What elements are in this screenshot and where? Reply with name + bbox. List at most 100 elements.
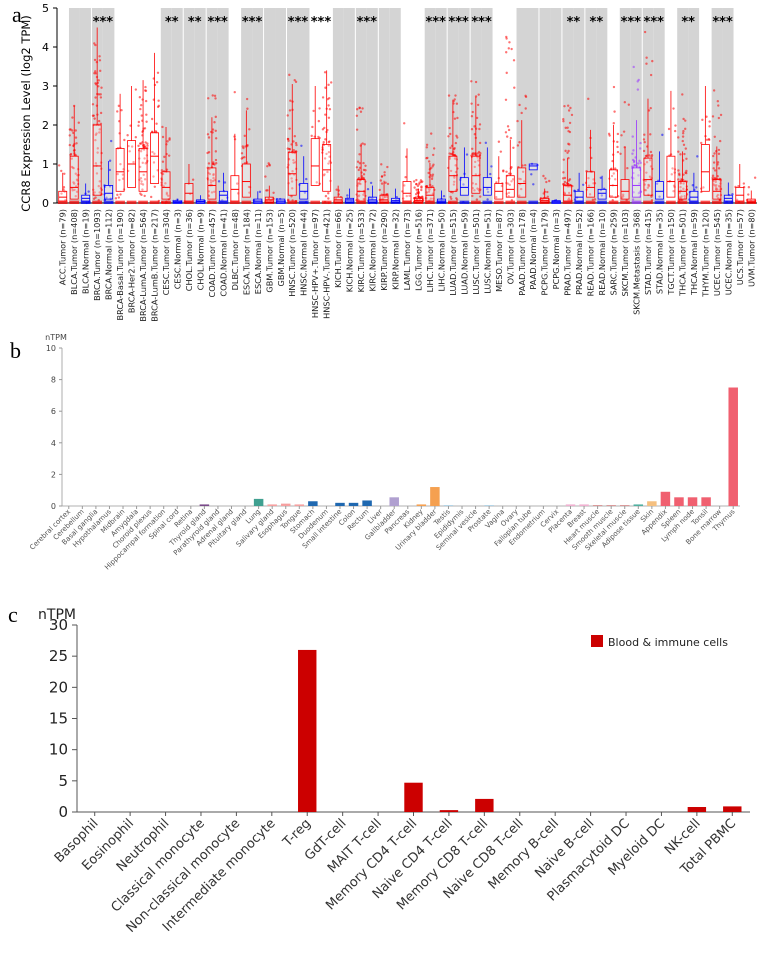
data-point (747, 185, 751, 189)
data-point (631, 152, 634, 155)
data-point (211, 179, 215, 183)
data-point (324, 113, 327, 116)
x-tick-label: THYM.Tumor (n=120) (700, 209, 710, 298)
data-point (627, 103, 631, 106)
data-point (614, 167, 617, 170)
data-point (366, 187, 370, 191)
box (620, 179, 630, 200)
data-point (677, 136, 680, 139)
data-point (719, 113, 723, 117)
data-point (712, 167, 715, 170)
data-point (94, 70, 97, 73)
data-point (129, 124, 132, 127)
baseline-cluster (92, 200, 102, 204)
data-point (471, 110, 474, 114)
data-point (518, 141, 521, 144)
data-point (412, 180, 416, 183)
data-point (266, 165, 269, 168)
x-tick-label: PRAD.Tumor (n=497) (563, 209, 573, 296)
data-point (717, 167, 721, 170)
data-point (644, 154, 648, 158)
data-point (109, 139, 113, 143)
data-point (157, 99, 160, 102)
data-point (165, 191, 169, 195)
data-point (489, 172, 492, 176)
data-point (702, 186, 705, 189)
data-point (134, 135, 138, 139)
significance-label: ** (590, 15, 604, 30)
shade-band (366, 8, 379, 203)
data-point (546, 195, 549, 198)
shade-band (527, 8, 539, 203)
data-point (272, 191, 275, 195)
data-point (93, 58, 97, 62)
data-point (139, 103, 143, 107)
data-point (717, 104, 720, 107)
data-point (291, 170, 294, 173)
data-point (426, 156, 429, 160)
shade-band (458, 8, 471, 203)
data-point (142, 148, 146, 151)
data-point (128, 150, 131, 153)
data-point (328, 97, 331, 100)
data-point (123, 138, 126, 142)
data-point (545, 180, 548, 184)
data-point (486, 190, 490, 194)
x-tick-label: LIHC.Normal (n=50) (436, 209, 446, 292)
box (448, 155, 458, 192)
data-point (326, 170, 329, 174)
bar (404, 782, 423, 812)
data-point (562, 118, 565, 121)
data-point (486, 198, 489, 201)
data-point (430, 166, 433, 170)
data-point (607, 132, 611, 136)
shade-band (538, 8, 551, 203)
data-point (96, 151, 99, 154)
data-point (139, 150, 143, 153)
data-point (427, 171, 430, 175)
data-point (470, 128, 474, 131)
data-point (645, 160, 649, 164)
bar (579, 504, 589, 506)
data-point (214, 137, 218, 140)
data-point (288, 109, 292, 112)
data-point (518, 194, 521, 197)
data-point (691, 184, 695, 187)
data-point (379, 179, 383, 182)
data-point (470, 80, 473, 83)
baseline-cluster (321, 200, 332, 204)
data-point (431, 192, 435, 195)
data-point (268, 164, 271, 167)
baseline-cluster (275, 200, 286, 204)
box (666, 155, 676, 198)
data-point (632, 65, 635, 69)
data-point (705, 138, 709, 141)
data-point (327, 197, 330, 200)
data-point (383, 195, 387, 199)
data-point (570, 113, 574, 117)
data-point (524, 94, 527, 98)
data-point (152, 175, 155, 178)
data-point (290, 180, 294, 183)
data-point (72, 181, 75, 184)
y-axis-label: CCR8 Expression Level (log2 TPM) (19, 15, 33, 211)
x-tick-label: SARC.Tumor (n=259) (609, 209, 619, 296)
data-point (753, 176, 757, 179)
data-point (546, 190, 549, 194)
data-point (454, 170, 458, 174)
data-point (145, 113, 148, 116)
data-point (266, 189, 269, 192)
data-point (508, 41, 511, 44)
data-point (310, 134, 313, 138)
data-point (414, 192, 418, 196)
data-point (311, 125, 314, 129)
data-point (362, 173, 366, 176)
box (655, 181, 664, 200)
data-point (165, 143, 168, 146)
data-point (324, 138, 327, 141)
data-point (207, 194, 211, 198)
shade-band (435, 8, 448, 203)
bar (619, 505, 630, 506)
data-point (448, 126, 451, 130)
significance-label: *** (311, 15, 332, 30)
